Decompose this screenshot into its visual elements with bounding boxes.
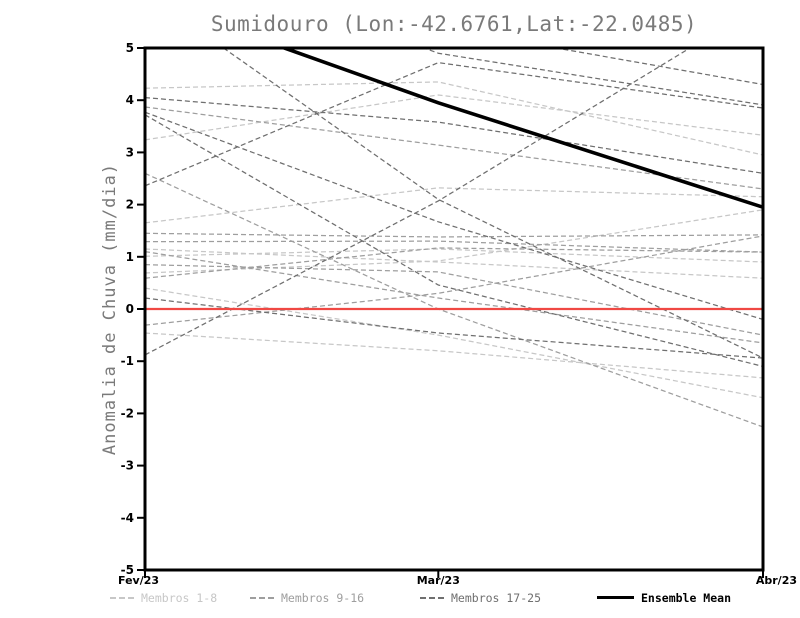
y-tick-label: 2 bbox=[126, 198, 134, 212]
ensemble-member-line bbox=[145, 240, 763, 253]
dashed-line-sample-icon bbox=[250, 596, 274, 599]
ensemble-mean-line bbox=[278, 48, 763, 209]
legend-item-membros-17-25: Membros 17-25 bbox=[420, 590, 541, 605]
y-tick-label: -5 bbox=[121, 563, 134, 577]
ensemble-member-line bbox=[145, 81, 763, 156]
legend-item-membros-1-8: Membros 1-8 bbox=[110, 590, 217, 605]
ensemble-member-line bbox=[145, 61, 763, 187]
y-tick-label: 4 bbox=[126, 93, 134, 107]
legend-label: Membros 1-8 bbox=[141, 590, 218, 605]
data-lines bbox=[145, 48, 763, 428]
x-tick-label: Abr/23 bbox=[756, 574, 797, 587]
ensemble-member-line bbox=[145, 232, 763, 238]
ensemble-member-line bbox=[145, 106, 763, 190]
x-tick-label: Fev/23 bbox=[118, 574, 159, 587]
y-axis-ticks: 5 4 3 2 1 0 -1 -2 -3 -4 -5 bbox=[121, 41, 145, 577]
ensemble-member-line bbox=[145, 287, 763, 399]
legend-label: Membros 17-25 bbox=[451, 590, 542, 605]
ensemble-member-line bbox=[145, 114, 763, 368]
legend-label: Membros 9-16 bbox=[281, 590, 365, 605]
dashed-line-sample-icon bbox=[110, 596, 134, 599]
solid-line-sample-icon bbox=[597, 596, 634, 599]
ensemble-member-line bbox=[145, 94, 763, 141]
ensemble-member-line bbox=[145, 297, 763, 359]
ensemble-member-line bbox=[145, 250, 763, 344]
y-tick-label: 0 bbox=[126, 302, 134, 316]
legend-item-membros-9-16: Membros 9-16 bbox=[250, 590, 364, 605]
ensemble-member-line bbox=[145, 209, 763, 274]
ensemble-member-line bbox=[145, 248, 763, 263]
x-tick-label: Mar/23 bbox=[417, 574, 460, 587]
y-tick-label: -1 bbox=[121, 354, 134, 368]
legend-label: Ensemble Mean bbox=[641, 590, 732, 605]
y-tick-label: -2 bbox=[121, 406, 134, 420]
legend-item-ensemble-mean: Ensemble Mean bbox=[597, 590, 731, 605]
y-tick-label: -3 bbox=[121, 459, 134, 473]
y-tick-label: 1 bbox=[126, 250, 134, 264]
ensemble-member-line bbox=[422, 48, 763, 106]
ensemble-member-line bbox=[145, 48, 692, 356]
ensemble-member-line bbox=[145, 111, 763, 321]
member-lines-group-2 bbox=[145, 48, 763, 368]
chart-title: Sumidouro (Lon:-42.6761,Lat:-22.0485) bbox=[210, 12, 698, 36]
ensemble-member-line bbox=[145, 187, 763, 224]
member-lines-group-0 bbox=[145, 81, 763, 399]
ensemble-member-line bbox=[552, 48, 763, 86]
ensemble-member-line bbox=[145, 332, 763, 379]
y-tick-label: 3 bbox=[126, 145, 134, 159]
ensemble-member-line bbox=[145, 96, 763, 174]
y-tick-label: -4 bbox=[121, 511, 134, 525]
y-tick-label: 5 bbox=[126, 41, 134, 55]
ensemble-member-line bbox=[145, 235, 763, 326]
dashed-line-sample-icon bbox=[420, 596, 444, 599]
ensemble-member-line bbox=[145, 247, 763, 279]
x-axis-ticks: Fev/23 Mar/23 Abr/23 bbox=[118, 570, 797, 587]
member-lines-group-1 bbox=[145, 106, 763, 428]
